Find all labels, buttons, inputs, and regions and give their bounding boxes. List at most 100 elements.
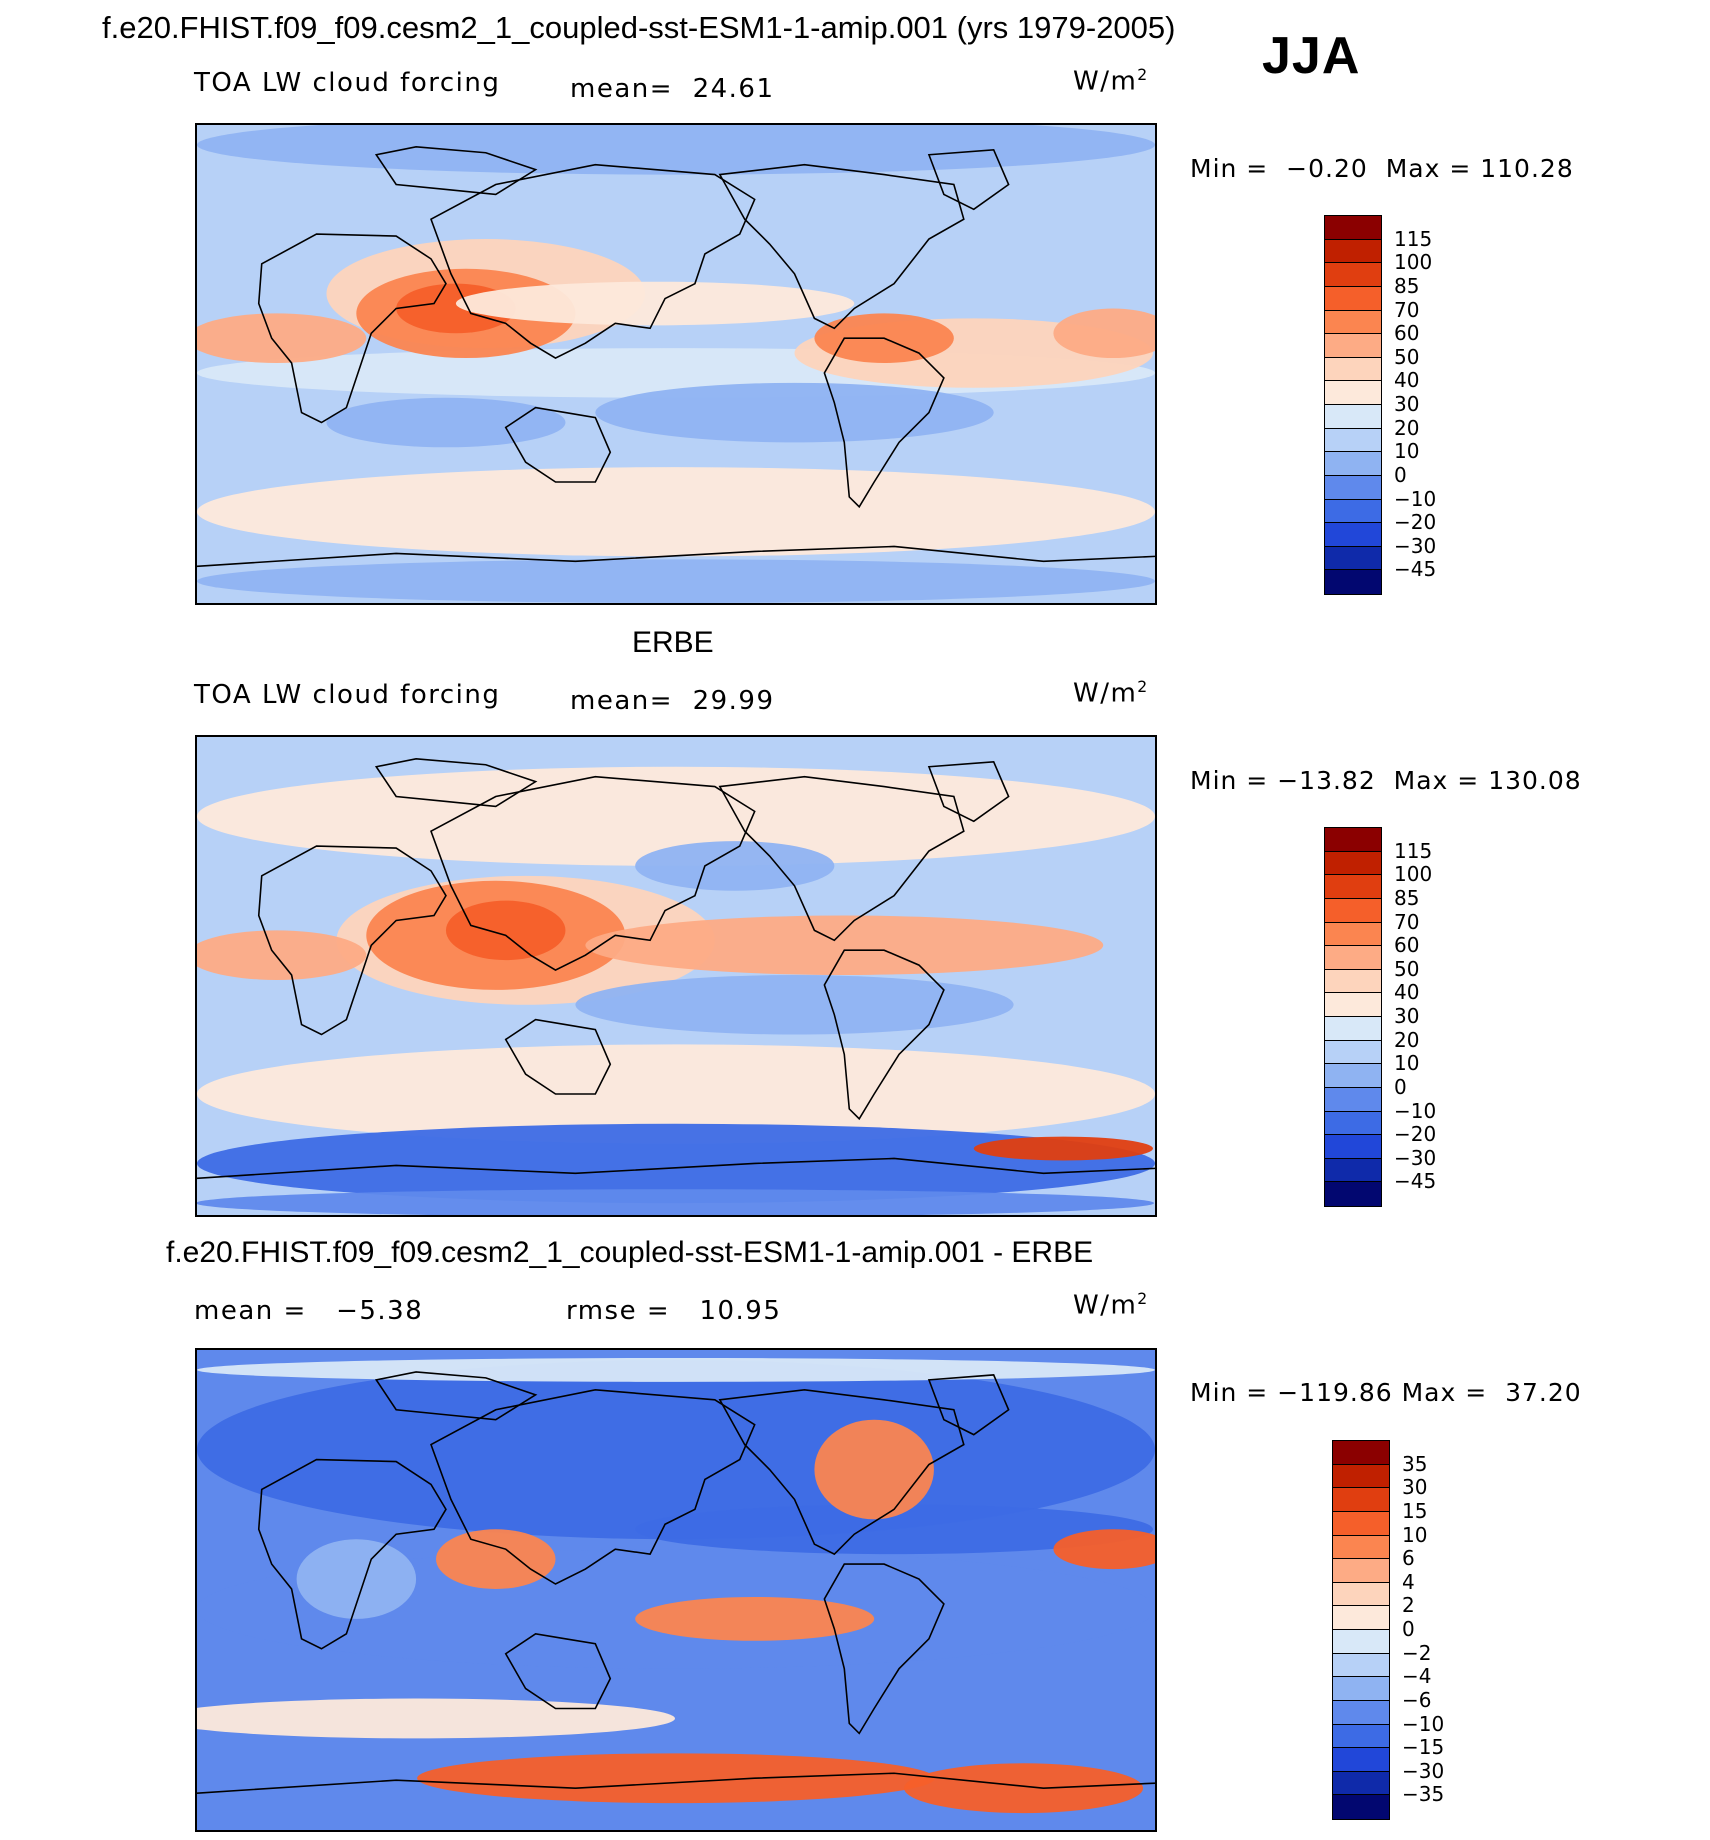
colorbar-tick-label: 70 — [1394, 297, 1420, 322]
map-field — [197, 1350, 1155, 1830]
colorbar-tick-label: 0 — [1402, 1617, 1415, 1641]
field-region — [197, 559, 1155, 603]
panel2-max: 130.08 — [1488, 766, 1582, 795]
panel1-title: f.e20.FHIST.f09_f09.cesm2_1_coupled-sst-… — [102, 10, 1176, 45]
colorbar-swatch — [1325, 357, 1381, 382]
colorbar-tick-label: 100 — [1394, 862, 1433, 887]
field-region — [635, 841, 835, 891]
panel2-units: W/m2 — [1073, 678, 1149, 709]
map-field — [197, 737, 1155, 1215]
panel3-rmse-value: 10.95 — [699, 1296, 782, 1326]
panel2-max-text: Max = — [1393, 766, 1480, 795]
colorbar-swatch — [1325, 969, 1381, 994]
coastline — [823, 1563, 945, 1735]
panel3-rmse-text: rmse = — [566, 1296, 671, 1326]
colorbar-tick-label: −30 — [1394, 533, 1437, 558]
colorbar-tick-label: −10 — [1402, 1711, 1445, 1736]
colorbar-swatch — [1325, 851, 1381, 876]
panel1-units-exp: 2 — [1137, 66, 1149, 84]
panel3-max: 37.20 — [1505, 1378, 1582, 1407]
colorbar-tick-label: −10 — [1394, 1098, 1437, 1123]
colorbar-tick-label: −45 — [1394, 557, 1437, 582]
coastline — [430, 163, 756, 359]
panel1-mean-value: 24.61 — [692, 74, 775, 104]
colorbar-swatch — [1325, 546, 1381, 571]
colorbar-tick-label: −15 — [1402, 1735, 1445, 1760]
field-region — [635, 1596, 875, 1641]
colorbar-swatch — [1333, 1606, 1389, 1630]
field-region — [973, 1136, 1154, 1161]
coastline — [197, 1772, 1155, 1794]
colorbar-tick-label: 10 — [1394, 439, 1420, 464]
colorbar-tick-label: 50 — [1394, 956, 1420, 981]
coastline — [927, 148, 1010, 211]
coastline — [257, 233, 447, 424]
panel3-mean-text: mean = — [194, 1296, 307, 1326]
field-region — [197, 467, 1155, 557]
colorbar-tick-label: 30 — [1402, 1475, 1428, 1500]
colorbar-tick-label: 10 — [1402, 1522, 1428, 1547]
colorbar-swatch — [1333, 1748, 1389, 1772]
panel1-max-text: Max = — [1385, 154, 1472, 183]
panel1-variable: TOA LW cloud forcing — [194, 68, 501, 98]
field-region — [197, 313, 367, 364]
colorbar-swatch — [1325, 263, 1381, 287]
colorbar-swatch — [1325, 452, 1381, 476]
colorbar-swatch — [1325, 570, 1381, 594]
colorbar-tick-label: 0 — [1394, 462, 1407, 487]
panel3-minmax: Min = −119.86 Max = 37.20 — [1190, 1378, 1582, 1407]
colorbar-swatch — [1325, 381, 1381, 405]
panel2-mean-text: mean= — [570, 686, 674, 716]
panel3-mean-value: −5.38 — [336, 1296, 424, 1326]
colorbar-tick-label: −30 — [1394, 1145, 1437, 1170]
colorbar-tick-label: −2 — [1402, 1640, 1432, 1665]
colorbar-swatch — [1333, 1441, 1389, 1465]
panel1-map — [195, 123, 1157, 605]
colorbar-swatch — [1333, 1700, 1389, 1725]
field-region — [197, 1357, 1155, 1382]
coastline — [504, 1018, 612, 1095]
coastline — [197, 1157, 1155, 1180]
field-region — [197, 1189, 1154, 1215]
colorbar-swatch — [1325, 1135, 1381, 1159]
colorbar-tick-label: 60 — [1394, 933, 1420, 958]
panel2-colorbar — [1324, 827, 1382, 1207]
panel3-rmse: rmse = 10.95 — [566, 1296, 781, 1326]
colorbar-tick-label: 30 — [1394, 392, 1420, 416]
colorbar-tick-label: −4 — [1402, 1664, 1432, 1689]
colorbar-swatch — [1333, 1464, 1389, 1489]
panel3-units-exp: 2 — [1137, 1290, 1149, 1308]
field-region — [595, 382, 994, 443]
colorbar-tick-label: 20 — [1394, 1027, 1420, 1052]
colorbar-swatch — [1333, 1630, 1389, 1654]
colorbar-swatch — [1325, 216, 1381, 240]
colorbar-tick-label: −10 — [1394, 486, 1437, 511]
panel1-mean: mean= 24.61 — [570, 74, 775, 104]
panel3-units: W/m2 — [1073, 1290, 1149, 1321]
colorbar-swatch — [1325, 475, 1381, 500]
coastline — [197, 545, 1155, 568]
coastline — [374, 146, 538, 196]
colorbar-swatch — [1325, 1111, 1381, 1136]
field-region — [326, 397, 566, 448]
panel3-title: f.e20.FHIST.f09_f09.cesm2_1_coupled-sst-… — [166, 1236, 1094, 1269]
colorbar-tick-label: 50 — [1394, 344, 1420, 369]
panel2-mean: mean= 29.99 — [570, 686, 775, 716]
colorbar-tick-label: 15 — [1402, 1498, 1428, 1523]
colorbar-tick-label: 35 — [1402, 1451, 1428, 1476]
colorbar-swatch — [1325, 428, 1381, 453]
colorbar-swatch — [1325, 334, 1381, 358]
colorbar-swatch — [1325, 310, 1381, 335]
colorbar-tick-label: −45 — [1394, 1169, 1437, 1194]
coastline — [718, 775, 965, 942]
colorbar-swatch — [1325, 499, 1381, 524]
field-region — [904, 1763, 1144, 1814]
field-region — [197, 1123, 1155, 1204]
colorbar-tick-label: 85 — [1394, 273, 1420, 298]
panel2-minmax: Min = −13.82 Max = 130.08 — [1190, 766, 1582, 795]
coastline — [927, 760, 1010, 823]
field-region — [575, 975, 1014, 1035]
coastline — [430, 1389, 756, 1585]
colorbar-tick-label: 115 — [1394, 838, 1433, 863]
colorbar-swatch — [1325, 946, 1381, 970]
